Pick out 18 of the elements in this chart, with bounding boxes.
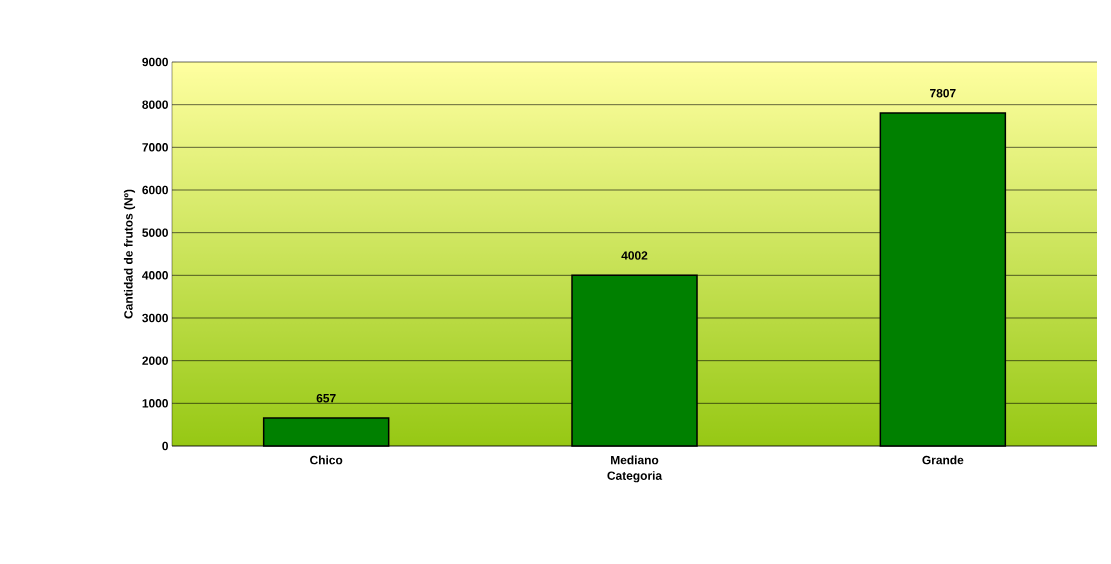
y-axis-title: Cantidad de frutos (Nº): [123, 189, 136, 319]
data-label: 4002: [621, 251, 648, 260]
y-tick-label: 6000: [142, 185, 168, 195]
data-label: 657: [316, 393, 336, 403]
y-tick-label: 2000: [142, 356, 168, 365]
y-tick-label: 5000: [142, 228, 168, 237]
y-tick-label: 0: [162, 441, 168, 451]
y-tick-label: 3000: [142, 313, 168, 323]
x-tick-label: Mediano: [611, 455, 659, 465]
y-tick-label: 1000: [142, 399, 168, 408]
x-tick-label: Chico: [310, 455, 343, 465]
y-tick-label: 9000: [142, 57, 168, 67]
x-tick-label: Grande: [922, 455, 964, 465]
y-tick-label: 7000: [142, 143, 168, 152]
x-axis-title: Categoria: [607, 471, 663, 483]
data-label: 7807: [930, 88, 956, 98]
y-tick-label: 8000: [142, 100, 168, 109]
y-tick-label: 4000: [142, 271, 168, 280]
